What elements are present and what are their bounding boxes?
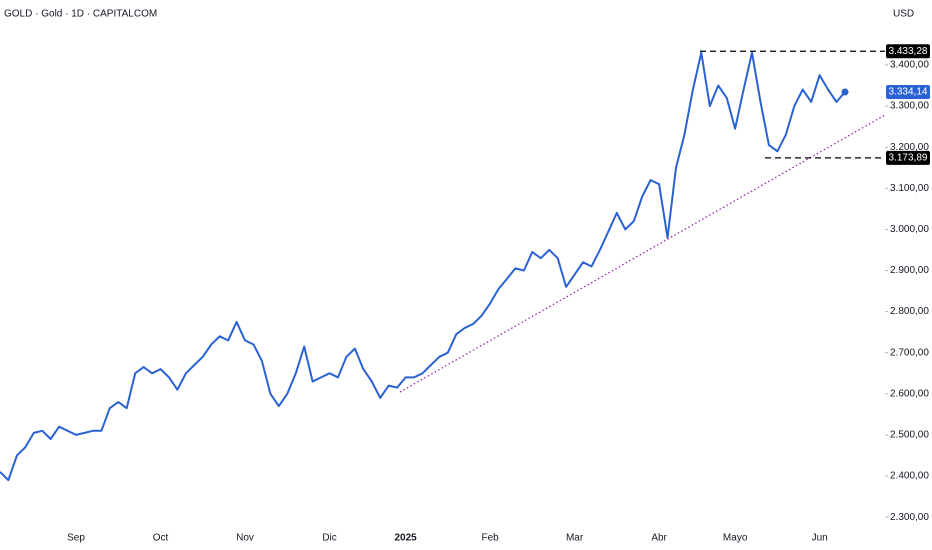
level-label: 3.433,28 bbox=[889, 46, 928, 57]
y-tick-label: 2.400,00 bbox=[890, 471, 929, 482]
x-tick-label: Nov bbox=[236, 533, 254, 544]
x-tick-label: Oct bbox=[153, 533, 169, 544]
price-label: 3.334,14 bbox=[889, 87, 928, 98]
price-label-box bbox=[886, 85, 930, 100]
y-tick-label: 2.900,00 bbox=[890, 265, 929, 276]
y-tick-label: 3.300,00 bbox=[890, 101, 929, 112]
y-tick-label: 3.000,00 bbox=[890, 224, 929, 235]
level-label-box bbox=[886, 150, 930, 165]
y-tick-label: 2.700,00 bbox=[890, 347, 929, 358]
x-tick-label: Dic bbox=[322, 533, 336, 544]
last-point bbox=[841, 88, 849, 96]
price-line bbox=[0, 51, 846, 482]
y-tick-label: 2.500,00 bbox=[890, 430, 929, 441]
x-tick-label: Mar bbox=[566, 533, 584, 544]
currency: USD bbox=[893, 9, 914, 20]
level-label-box bbox=[886, 44, 930, 59]
y-tick-label: 3.400,00 bbox=[890, 60, 929, 71]
x-tick-label: Mayo bbox=[723, 533, 748, 544]
x-tick-label: Abr bbox=[651, 533, 667, 544]
y-tick-label: 3.100,00 bbox=[890, 183, 929, 194]
y-tick-label: 2.600,00 bbox=[890, 388, 929, 399]
y-tick-label: 2.800,00 bbox=[890, 306, 929, 317]
x-tick-label: Sep bbox=[67, 533, 85, 544]
x-tick-label: Feb bbox=[481, 533, 499, 544]
level-label: 3.173,89 bbox=[889, 153, 928, 164]
trendline bbox=[399, 114, 886, 393]
y-tick-label: 2.300,00 bbox=[890, 512, 929, 523]
chart-title: GOLD · Gold · 1D · CAPITALCOM bbox=[4, 9, 157, 20]
x-tick-label: Jun bbox=[812, 533, 828, 544]
x-tick-label: 2025 bbox=[394, 533, 417, 544]
y-tick-label: 3.200,00 bbox=[890, 142, 929, 153]
